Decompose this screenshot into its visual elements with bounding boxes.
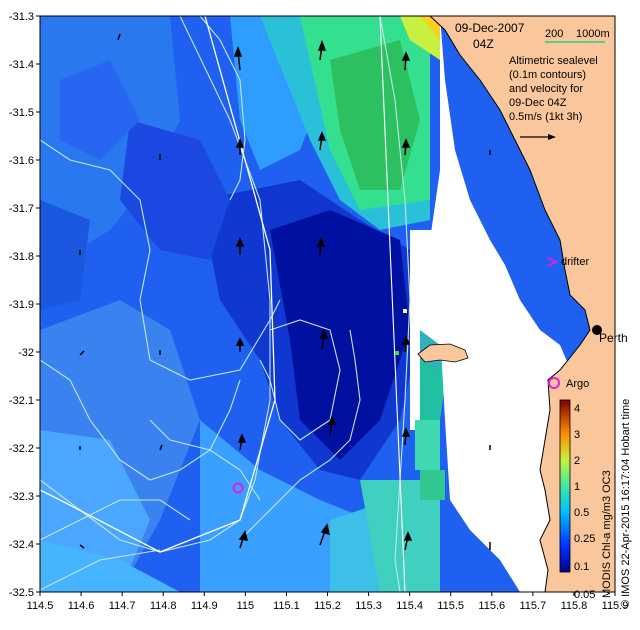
x-tick-label: 115.7 [519,600,546,612]
x-tick-label: 115 [237,600,255,612]
x-tick-label: 115.9 [602,600,629,612]
y-tick-label: -31.4 [9,59,34,71]
boundary-line [39,15,276,553]
argo-label: Argo [566,378,589,390]
colorbar-tick-0-1: 0.1 [574,561,589,573]
colorbar-tick-4: 4 [574,403,580,415]
y-tick-label: -31.9 [9,299,34,311]
legend-line-1: Altimetric sealevel [509,55,598,67]
x-tick-label: 115.5 [437,600,464,612]
x-tick-label: 115.4 [396,600,423,612]
y-tick-label: -31.7 [9,203,34,215]
data-point-white [403,309,407,313]
perth-marker [592,325,602,335]
x-tick-label: 114.9 [191,600,218,612]
x-tick-label: 115.1 [273,600,300,612]
x-tick-label: 114.5 [27,600,54,612]
y-tick-label: -31.3 [9,11,34,23]
data-point-green [395,351,399,355]
x-tick-label: 114.6 [68,600,95,612]
x-tick-label: 115.2 [314,600,341,612]
y-tick-label: -31.5 [9,107,34,119]
map-date: 09-Dec-2007 [455,21,525,35]
colorbar-tick-1: 1 [574,481,580,493]
drifter-label: drifter [561,256,589,268]
credit-text: © IMOS 22-Apr-2015 16:17:04 Hobart time [620,399,632,608]
velocity-scale-arrowhead [548,134,556,140]
x-tick-label: 114.8 [150,600,177,612]
velocity-scale-label: 0.5m/s (1kt 3h) [509,111,582,123]
drifter-marker [547,257,559,267]
colorbar-title: MODIS Chl-a mg/m3 OC3 [601,470,613,598]
colorbar-tick-3: 3 [574,429,580,441]
x-tick-label: 115.8 [561,600,588,612]
colorbar-tick-0-25: 0.25 [574,533,595,545]
scale-label-1000: 1000m [576,28,610,40]
x-axis: 114.5 114.6 114.7 114.8 114.9 115 115.1 115.2 11… [27,592,629,612]
isobath-line [379,15,406,593]
colorbar-tick-2: 2 [574,455,580,467]
x-tick-label: 115.3 [355,600,382,612]
velocity-arrows [79,33,491,551]
legend-line-2: (0.1m contours) [509,69,586,81]
y-tick-label: -32.4 [9,539,34,551]
y-tick-label: -32.5 [9,587,34,599]
map-time: 04Z [473,37,494,51]
y-tick-label: -32.1 [9,395,34,407]
y-tick-label: -32.3 [9,491,34,503]
sealevel-contours [40,16,411,592]
x-tick-label: 114.7 [109,600,136,612]
colorbar-tick-0-5: 0.5 [574,507,589,519]
colorbar [559,399,571,573]
rottnest-island [417,343,469,363]
x-tick-label: 115.6 [478,600,505,612]
y-tick-label: -32.2 [9,443,34,455]
y-tick-label: -32 [18,347,34,359]
y-tick-label: -31.6 [9,155,34,167]
legend-line-3: and velocity for [509,83,583,95]
y-tick-label: -31.8 [9,251,34,263]
legend-line-4: 09-Dec 04Z [509,97,567,109]
argo-marker-offshore [232,482,244,494]
perth-label: Perth [599,331,628,345]
y-axis: -31.3 -31.4 -31.5 -31.6 -31.7 -31.8 -31.9 -32 -3… [9,11,40,599]
scale-label-200: 200 [545,28,563,40]
argo-marker [548,377,560,389]
